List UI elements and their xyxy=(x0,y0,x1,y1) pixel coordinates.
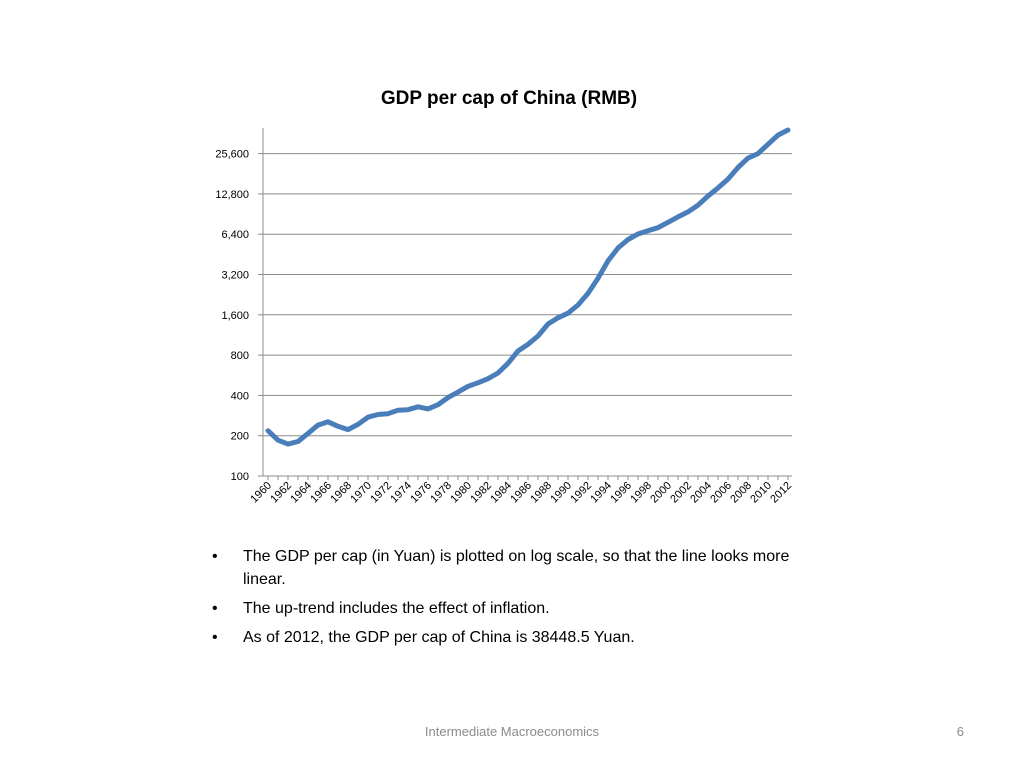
x-tick-label: 2000 xyxy=(648,480,674,506)
chart-title: GDP per cap of China (RMB) xyxy=(381,88,637,109)
x-tick-label: 1978 xyxy=(428,480,454,506)
x-tick-label: 1976 xyxy=(408,480,434,506)
x-tick-label: 2012 xyxy=(768,480,794,506)
y-tick-label: 3,200 xyxy=(221,270,249,282)
x-tick-label: 1970 xyxy=(348,480,374,506)
bullet-item: The GDP per cap (in Yuan) is plotted on … xyxy=(212,545,812,591)
x-tick-labels: 1960196219641966196819701972197419761978… xyxy=(248,480,794,506)
x-tick-label: 1986 xyxy=(508,480,534,506)
axes xyxy=(262,128,792,480)
bullet-item: The up-trend includes the effect of infl… xyxy=(212,597,812,620)
x-tick-label: 1974 xyxy=(388,480,414,506)
y-tick-label: 200 xyxy=(231,431,249,443)
x-tick-label: 1998 xyxy=(628,480,654,506)
x-tick-label: 1996 xyxy=(608,480,634,506)
x-tick-label: 1962 xyxy=(268,480,294,506)
y-tick-label: 25,600 xyxy=(215,149,249,161)
y-tick-label: 100 xyxy=(231,471,249,483)
footer-title: Intermediate Macroeconomics xyxy=(424,724,600,739)
x-tick-label: 1988 xyxy=(528,480,554,506)
y-tick-label: 6,400 xyxy=(221,229,249,241)
x-tick-label: 2008 xyxy=(728,480,754,506)
x-tick-label: 1984 xyxy=(488,480,514,506)
x-tick-label: 1990 xyxy=(548,480,574,506)
x-tick-label: 2002 xyxy=(668,480,694,506)
y-tick-label: 1,600 xyxy=(221,310,249,322)
series-line xyxy=(265,127,791,447)
bullet-list: The GDP per cap (in Yuan) is plotted on … xyxy=(212,545,812,655)
x-tick-label: 1968 xyxy=(328,480,354,506)
x-tick-label: 1960 xyxy=(248,480,274,506)
page-number: 6 xyxy=(956,724,964,739)
x-tick-label: 1964 xyxy=(288,480,314,506)
y-tick-label: 400 xyxy=(231,390,249,402)
x-tick-label: 1992 xyxy=(568,480,594,506)
bullet-item: As of 2012, the GDP per cap of China is … xyxy=(212,626,812,649)
x-tick-label: 1966 xyxy=(308,480,334,506)
x-tick-label: 1972 xyxy=(368,480,394,506)
y-tick-labels: 100 200 400 800 1,600 3,200 6,400 12,800 25,600 xyxy=(215,149,249,483)
x-tick-label: 2006 xyxy=(708,480,734,506)
gridlines xyxy=(258,153,792,477)
y-tick-label: 800 xyxy=(231,350,249,362)
x-tick-label: 1982 xyxy=(468,480,494,506)
y-tick-label: 12,800 xyxy=(215,189,249,201)
x-tick-label: 2010 xyxy=(748,480,774,506)
x-tick-label: 1994 xyxy=(588,480,614,506)
x-tick-label: 2004 xyxy=(688,480,714,506)
x-tick-label: 1980 xyxy=(448,480,474,506)
gdp-chart: GDP per cap of China (RMB) 1002004008001… xyxy=(215,88,794,506)
